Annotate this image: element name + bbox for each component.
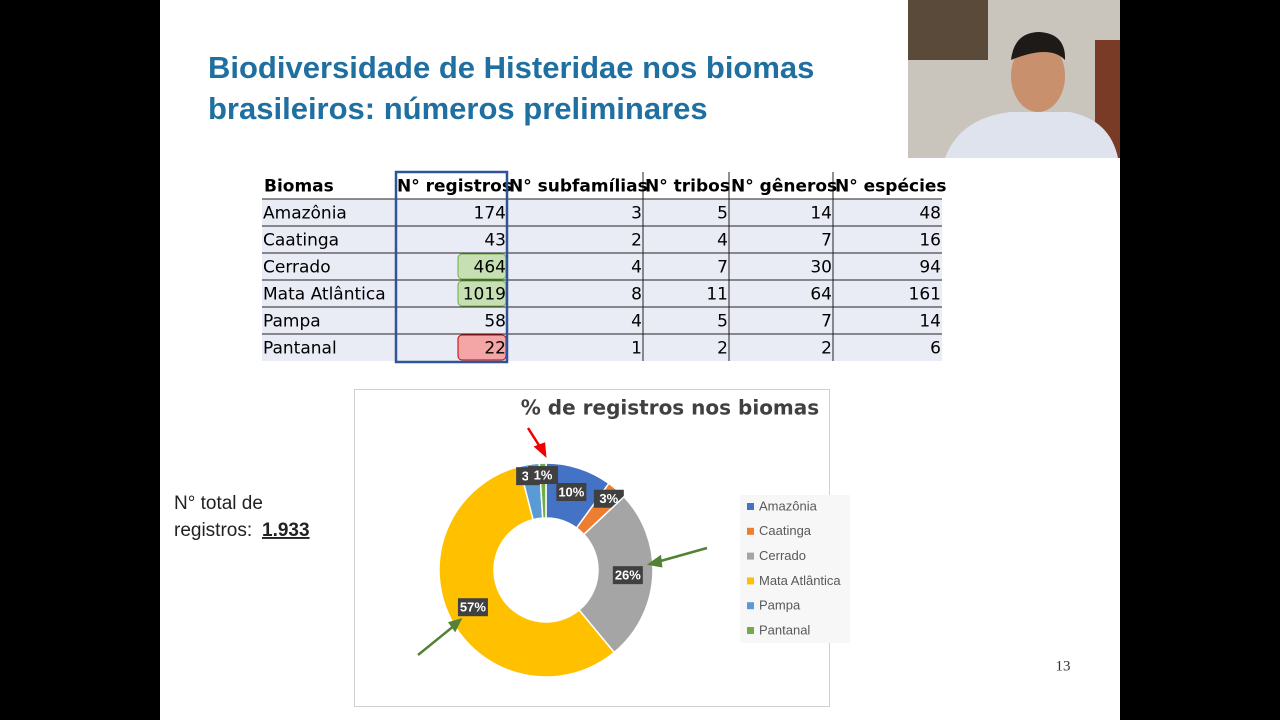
- table-cell: 5: [717, 204, 728, 224]
- table-cell: 2: [631, 231, 642, 251]
- total-label: N° total de: [174, 493, 263, 514]
- value-label: 1%: [534, 467, 553, 482]
- header-cell: N° espécies: [835, 177, 947, 197]
- table-cell: 1: [631, 339, 642, 359]
- table-cell: 64: [810, 285, 832, 305]
- table-cell: 48: [919, 204, 941, 224]
- table-cell: 8: [631, 285, 642, 305]
- table-cell: 1019: [463, 285, 506, 305]
- legend-swatch: [747, 552, 754, 560]
- table-cell: 7: [821, 312, 832, 332]
- table-cell: 22: [484, 339, 506, 359]
- table-cell: 4: [631, 312, 642, 332]
- table-cell: 464: [474, 258, 506, 278]
- value-label-bg: [612, 566, 643, 585]
- table-cell: 4: [631, 258, 642, 278]
- header-cell: N° registros: [397, 177, 512, 197]
- table-cell: 6: [930, 339, 941, 359]
- legend-box: [740, 495, 850, 643]
- row-bg: [262, 334, 942, 361]
- legend-swatch: [747, 503, 754, 510]
- table-cell: 7: [717, 258, 728, 278]
- row-bg: [262, 226, 942, 253]
- value-label-bg: [528, 466, 559, 485]
- title-line: brasileiros: números preliminares: [208, 91, 708, 126]
- row-bg: [262, 253, 942, 280]
- value-label: 10%: [558, 484, 584, 499]
- table-cell: 3: [631, 204, 642, 224]
- table-cell: 30: [810, 258, 832, 278]
- legend-swatch: [747, 627, 754, 634]
- value-label: 26%: [615, 568, 641, 583]
- legend-swatch: [747, 602, 754, 610]
- arrows: [417, 427, 708, 656]
- row-bg: [262, 307, 942, 334]
- table-cell: Cerrado: [263, 258, 331, 278]
- table-cell: Pantanal: [263, 339, 337, 359]
- legend-label: Amazônia: [759, 498, 818, 513]
- header-cell: N° subfamílias: [509, 177, 648, 197]
- legend-label: Caatinga: [759, 523, 812, 538]
- table-cell: 2: [717, 339, 728, 359]
- table-cell: 43: [484, 231, 506, 251]
- legend-label: Mata Atlântica: [759, 573, 841, 588]
- title-line: Biodiversidade de Histeridae nos biomas: [208, 50, 814, 85]
- total-label: registros:: [174, 520, 252, 541]
- table-cell: Mata Atlântica: [263, 285, 386, 305]
- table-cell: 5: [717, 312, 728, 332]
- value-label: 3%: [599, 491, 618, 506]
- value-label-bg: [457, 598, 488, 617]
- table-cell: Pampa: [263, 312, 321, 332]
- value-label-bg: [556, 483, 587, 502]
- chart-title: % de registros nos biomas: [521, 396, 819, 420]
- table-cell: 161: [909, 285, 941, 305]
- table-cell: 94: [919, 258, 941, 278]
- table-cell: 4: [717, 231, 728, 251]
- table-cell: 58: [484, 312, 506, 332]
- row-bg: [262, 280, 942, 307]
- webcam: [908, 0, 1120, 158]
- value-label: 57%: [460, 600, 486, 615]
- table-cell: Caatinga: [263, 231, 339, 251]
- table-cell: 11: [706, 285, 728, 305]
- table-cell: 16: [919, 231, 941, 251]
- donut-slice: [438, 465, 616, 678]
- legend-label: Cerrado: [759, 548, 806, 563]
- table-cell: 14: [919, 312, 941, 332]
- table-cell: 7: [821, 231, 832, 251]
- table-cell: Amazônia: [263, 204, 347, 224]
- total-value: 1.933: [262, 520, 310, 541]
- header-cell: Biomas: [264, 177, 334, 197]
- legend-swatch: [747, 577, 754, 585]
- header-cell: N° gêneros: [731, 177, 837, 197]
- donut: 10% Amazônia 3% Caatinga 26% Cerrado 57% Mata A…: [438, 462, 841, 678]
- legend-swatch: [747, 527, 754, 535]
- page-number: 13: [1056, 658, 1071, 674]
- table-cell: 14: [810, 204, 832, 224]
- table-cell: 2: [821, 339, 832, 359]
- row-bg: [262, 199, 942, 226]
- table-cell: 174: [474, 204, 506, 224]
- legend-label: Pampa: [759, 598, 801, 613]
- header-cell: N° tribos: [645, 177, 730, 197]
- legend-label: Pantanal: [759, 622, 810, 637]
- column-outline: [394, 170, 509, 364]
